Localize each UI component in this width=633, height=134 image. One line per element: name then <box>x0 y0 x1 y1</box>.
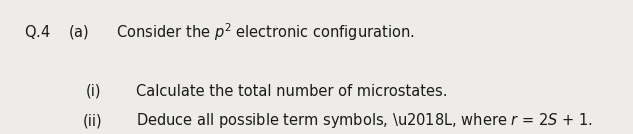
Text: Calculate the total number of microstates.: Calculate the total number of microstate… <box>136 84 448 99</box>
Text: Deduce all possible term symbols, \u2018L, where $r$ = 2$S$ + 1.: Deduce all possible term symbols, \u2018… <box>136 111 593 130</box>
Text: (ii): (ii) <box>82 113 102 128</box>
Text: Q.4    (a)      Consider the $p^{2}$ electronic configuration.: Q.4 (a) Consider the $p^{2}$ electronic … <box>24 21 415 43</box>
Text: (i): (i) <box>85 84 101 99</box>
